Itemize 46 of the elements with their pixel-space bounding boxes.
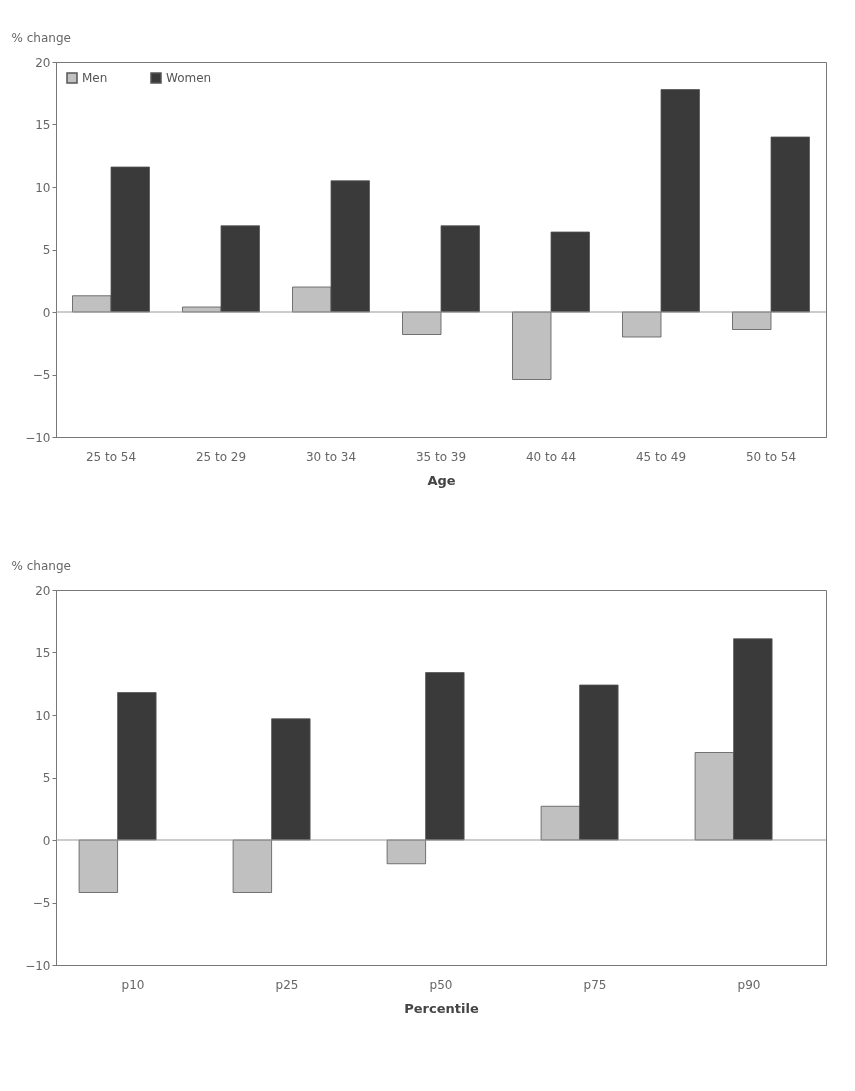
bar: [660, 89, 700, 313]
bar: [271, 718, 311, 841]
x-tick-label: p90: [737, 977, 761, 992]
bar: [770, 136, 810, 313]
y-tick-label: 20: [35, 55, 51, 70]
bar: [512, 311, 552, 380]
bar: [622, 311, 662, 338]
y-tick-label: 0: [42, 305, 51, 320]
x-tick-label: 30 to 34: [305, 449, 357, 464]
x-axis-title: Age: [427, 472, 456, 488]
bar: [440, 225, 480, 313]
y-tick-label: −10: [25, 958, 51, 973]
y-tick-label: 10: [35, 708, 51, 723]
y-tick-label: 15: [35, 118, 51, 132]
bar: [232, 839, 272, 893]
x-tick-label: p25: [275, 977, 299, 992]
bar: [732, 311, 772, 330]
x-tick-label: p10: [121, 977, 145, 992]
x-tick-label: 50 to 54: [745, 449, 797, 464]
bar: [425, 672, 465, 841]
y-tick-label: 20: [35, 583, 51, 598]
x-tick-label: 35 to 39: [415, 449, 467, 464]
y-tick-label: 15: [35, 646, 51, 660]
legend-label: Men: [82, 71, 108, 85]
y-tick-label: −5: [32, 368, 51, 382]
y-axis-title: % change: [11, 30, 71, 45]
x-tick-label: p75: [583, 977, 607, 992]
x-tick-label: p50: [429, 977, 453, 992]
y-tick-label: 5: [42, 243, 51, 257]
x-tick-label: 25 to 29: [195, 449, 247, 464]
x-axis-title: Percentile: [404, 1000, 479, 1016]
y-tick-label: 0: [42, 833, 51, 848]
x-tick-label: 45 to 49: [635, 449, 687, 464]
x-tick-label: 25 to 54: [85, 449, 137, 464]
y-tick-label: −5: [32, 896, 51, 910]
y-tick-label: −10: [25, 430, 51, 445]
bar: [386, 839, 426, 865]
y-tick-label: 5: [42, 771, 51, 785]
bar: [117, 692, 157, 841]
legend-label: Women: [166, 71, 212, 85]
bar: [402, 311, 442, 335]
bar: [78, 839, 118, 893]
y-axis-title: % change: [11, 558, 71, 573]
y-tick-label: 10: [35, 180, 51, 195]
x-tick-label: 40 to 44: [525, 449, 577, 464]
bar: [550, 231, 590, 313]
